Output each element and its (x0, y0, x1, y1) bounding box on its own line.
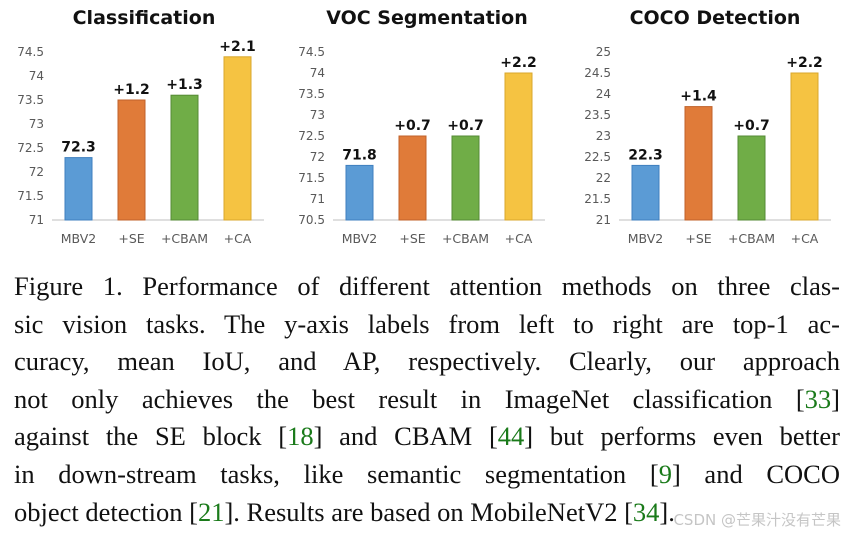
y-tick-label: 24 (596, 87, 611, 101)
y-tick-label: 72 (29, 165, 44, 179)
x-tick-label: +CA (791, 231, 819, 246)
caption-line: sic vision tasks. The y-axis labels from… (14, 306, 840, 344)
data-label: +2.2 (500, 55, 537, 71)
x-tick-label: MBV2 (342, 231, 377, 246)
y-tick-label: 21 (596, 213, 611, 227)
data-label: +1.2 (113, 82, 150, 98)
caption-text: ] (831, 383, 840, 414)
caption-line: object detection [21]. Results are based… (14, 494, 840, 532)
y-tick-label: 73.5 (298, 87, 325, 101)
charts-figure: Classification 71 71.5 72 72.5 73 73.5 74 74.5 72… (17, 7, 831, 246)
y-tick-label: 25 (596, 45, 611, 59)
bar-plus-se (398, 135, 427, 221)
data-label: +1.3 (166, 77, 203, 93)
data-label: 72.3 (61, 140, 96, 156)
y-tick-label: 71 (29, 213, 44, 227)
y-tick-label: 70.5 (298, 213, 325, 227)
data-label: +0.7 (394, 118, 431, 134)
y-tick-label: 74.5 (298, 45, 325, 59)
data-label: +1.4 (680, 89, 717, 105)
bar-mbv2 (631, 164, 660, 221)
caption-line: Figure 1. Performance of different atten… (14, 268, 840, 306)
y-tick-label: 23.5 (584, 108, 611, 122)
x-tick-label: +CA (224, 231, 252, 246)
caption-text: ] and COCO (671, 458, 840, 489)
bar-plus-ca (223, 56, 252, 221)
y-tick-label: 74.5 (17, 45, 44, 59)
bar-mbv2 (64, 157, 93, 221)
y-tick-label: 72.5 (298, 129, 325, 143)
chart-1: Classification 71 71.5 72 72.5 73 73.5 74 74.5 72… (17, 7, 264, 246)
y-tick-label: 72 (310, 150, 325, 164)
chart-title: VOC Segmentation (326, 7, 528, 29)
caption-text: ] but performs even better (524, 421, 840, 452)
caption-text: object detection [ (14, 496, 198, 527)
chart-2: VOC Segmentation 70.5 71 71.5 72 72.5 73 73.5 74… (298, 7, 545, 246)
x-tick-label: +CBAM (161, 231, 208, 246)
chart-title: Classification (73, 7, 216, 29)
caption-text: not only achieves the best result in Ima… (14, 383, 805, 414)
x-tick-label: +SE (399, 231, 425, 246)
caption-text: against the SE block [ (14, 421, 288, 452)
y-tick-label: 24.5 (584, 66, 611, 80)
y-tick-label: 23 (596, 129, 611, 143)
x-tick-label: +SE (118, 231, 144, 246)
x-tick-label: +SE (685, 231, 711, 246)
caption-text: sic vision tasks. The y-axis labels from… (14, 308, 840, 339)
citation-link[interactable]: 9 (658, 458, 672, 489)
y-tick-label: 71 (310, 192, 325, 206)
data-label: 71.8 (342, 147, 377, 163)
caption-line: in down-stream tasks, like semantic segm… (14, 456, 840, 494)
caption-text: in down-stream tasks, like semantic segm… (14, 458, 659, 489)
bar-plus-cbam (737, 135, 766, 221)
bar-mbv2 (345, 164, 374, 221)
y-tick-label: 73 (310, 108, 325, 122)
caption-text: ]. Results are based on MobileNetV2 [ (224, 496, 633, 527)
x-tick-label: +CA (505, 231, 533, 246)
y-tick-label: 74 (310, 66, 325, 80)
citation-link[interactable]: 33 (804, 383, 832, 414)
caption-line: not only achieves the best result in Ima… (14, 381, 840, 419)
bar-plus-cbam (170, 94, 199, 221)
caption-text: curacy, mean IoU, and AP, respectively. … (14, 346, 840, 377)
citation-link[interactable]: 44 (497, 421, 525, 452)
watermark: CSDN @芒果汁没有芒果 (673, 511, 841, 529)
y-tick-label: 71.5 (17, 189, 44, 203)
y-tick-label: 21.5 (584, 192, 611, 206)
chart-title: COCO Detection (630, 7, 801, 29)
data-label: +2.2 (786, 55, 823, 71)
bar-plus-se (117, 99, 146, 221)
y-tick-label: 73 (29, 117, 44, 131)
y-tick-label: 22.5 (584, 150, 611, 164)
y-tick-label: 22 (596, 171, 611, 185)
bar-plus-ca (790, 72, 819, 221)
data-label: +0.7 (447, 118, 484, 134)
caption-line: curacy, mean IoU, and AP, respectively. … (14, 343, 840, 381)
caption-text: ] and CBAM [ (313, 421, 498, 452)
caption-text: Figure 1. Performance of different atten… (14, 271, 840, 301)
x-tick-label: +CBAM (442, 231, 489, 246)
citation-link[interactable]: 18 (287, 421, 314, 452)
data-label: +0.7 (733, 118, 770, 134)
bar-plus-ca (504, 72, 533, 221)
y-tick-label: 71.5 (298, 171, 325, 185)
x-tick-label: +CBAM (728, 231, 775, 246)
bar-plus-cbam (451, 135, 480, 221)
data-label: +2.1 (219, 39, 256, 55)
y-tick-label: 72.5 (17, 141, 44, 155)
bar-plus-se (684, 106, 713, 221)
figure-caption: Figure 1. Performance of different atten… (14, 268, 840, 531)
chart-3: COCO Detection 21 21.5 22 22.5 23 23.5 24 24.5 25… (584, 7, 831, 246)
y-tick-label: 74 (29, 69, 44, 83)
citation-link[interactable]: 21 (197, 496, 225, 527)
caption-line: against the SE block [18] and CBAM [44] … (14, 418, 840, 456)
citation-link[interactable]: 34 (632, 496, 660, 527)
caption-text: ]. (659, 496, 675, 527)
x-tick-label: MBV2 (61, 231, 96, 246)
data-label: 22.3 (628, 147, 663, 163)
x-tick-label: MBV2 (628, 231, 663, 246)
y-tick-label: 73.5 (17, 93, 44, 107)
